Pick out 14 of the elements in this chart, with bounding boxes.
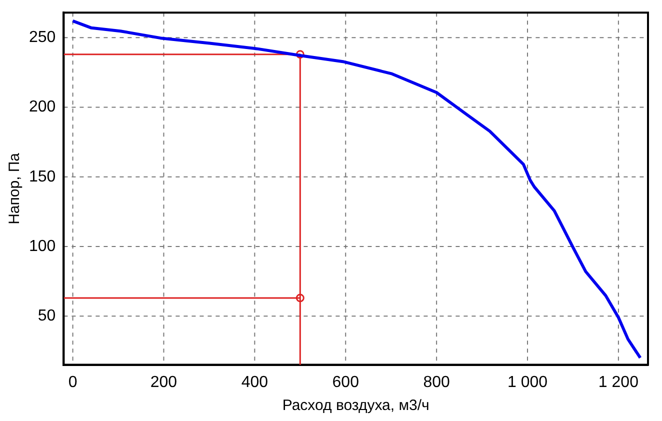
y-tick-label: 200 (28, 98, 56, 116)
y-axis-title: Напор, Па (6, 152, 24, 224)
y-tick-label: 100 (28, 238, 56, 255)
x-tick-label: 1 200 (598, 374, 639, 391)
y-tick-label: 250 (28, 29, 56, 46)
x-tick-label: 200 (150, 374, 178, 391)
x-tick-label: 0 (68, 374, 78, 391)
x-axis-title: Расход воздуха, м3/ч (282, 397, 430, 414)
x-tick-label: 400 (241, 374, 268, 391)
x-tick-label: 600 (332, 374, 360, 391)
y-tick-label: 150 (28, 168, 56, 186)
y-tick-label: 50 (38, 307, 56, 324)
x-tick-label: 1 000 (507, 374, 548, 391)
x-tick-label: 800 (423, 374, 450, 391)
